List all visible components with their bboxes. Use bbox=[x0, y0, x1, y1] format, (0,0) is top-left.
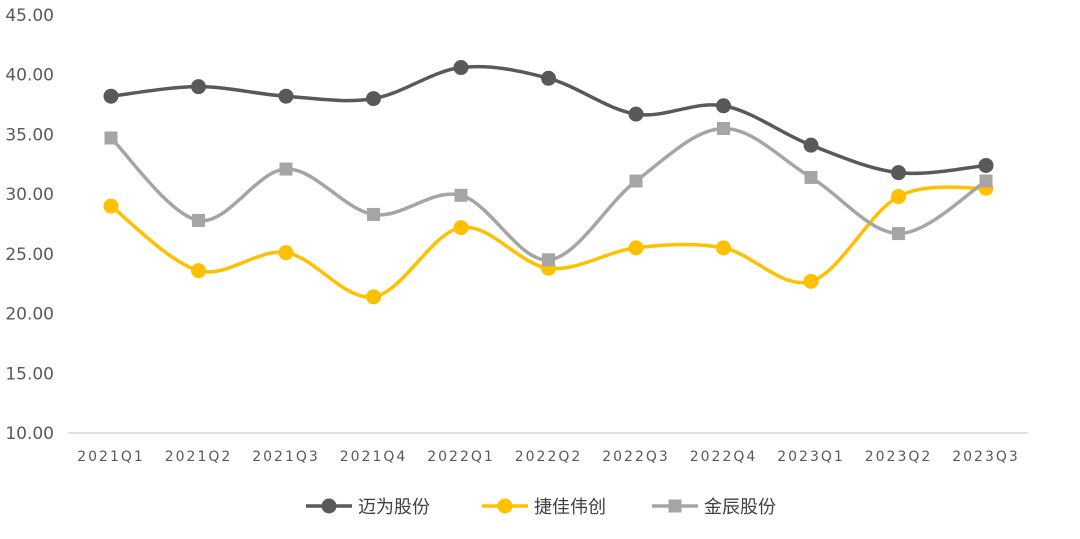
x-tick-label: 2021Q1 bbox=[77, 449, 145, 465]
data-point bbox=[804, 170, 818, 184]
data-point bbox=[717, 121, 730, 135]
data-point bbox=[891, 165, 906, 181]
y-tick-label: 25.00 bbox=[5, 245, 54, 265]
legend-marker bbox=[497, 498, 513, 514]
y-tick-label: 30.00 bbox=[5, 185, 54, 205]
data-point bbox=[453, 220, 469, 236]
x-tick-label: 2022Q2 bbox=[515, 449, 583, 465]
series-2 bbox=[104, 121, 993, 267]
legend-label: 捷佳伟创 bbox=[534, 497, 606, 518]
y-tick-label: 20.00 bbox=[5, 305, 54, 325]
y-tick-label: 35.00 bbox=[5, 125, 54, 145]
data-point bbox=[366, 91, 381, 107]
data-point bbox=[978, 157, 994, 173]
data-point bbox=[191, 263, 206, 279]
data-point bbox=[803, 137, 819, 153]
x-tick-label: 2023Q2 bbox=[865, 449, 933, 465]
x-tick-label: 2023Q1 bbox=[777, 449, 845, 465]
data-point bbox=[104, 131, 118, 145]
plot-area bbox=[103, 60, 994, 305]
data-point bbox=[628, 240, 644, 256]
x-tick-label: 2021Q4 bbox=[340, 449, 408, 465]
legend-item: 捷佳伟创 bbox=[482, 497, 606, 518]
data-point bbox=[629, 174, 643, 188]
data-point bbox=[542, 253, 555, 267]
legend: 迈为股份 捷佳伟创 金辰股份 bbox=[306, 497, 776, 518]
y-axis: 10.00 15.00 20.00 25.00 30.00 35.00 40.00 45.00 bbox=[5, 6, 54, 444]
data-point bbox=[191, 79, 206, 95]
x-axis: 2021Q1 2021Q2 2021Q3 2021Q4 2022Q1 2022Q2 2022… bbox=[68, 432, 1028, 465]
data-point bbox=[891, 189, 906, 205]
legend-label: 金辰股份 bbox=[704, 497, 776, 518]
series-1 bbox=[103, 180, 994, 305]
data-point bbox=[367, 207, 380, 221]
series-0 bbox=[103, 60, 994, 181]
data-point bbox=[278, 88, 294, 104]
x-tick-label: 2022Q4 bbox=[690, 449, 758, 465]
data-point bbox=[103, 198, 119, 214]
legend-label: 迈为股份 bbox=[358, 497, 430, 518]
legend-item: 金辰股份 bbox=[652, 497, 776, 518]
data-point bbox=[453, 60, 469, 76]
legend-marker bbox=[321, 498, 337, 514]
data-point bbox=[192, 213, 205, 227]
x-tick-label: 2022Q3 bbox=[602, 449, 670, 465]
x-tick-label: 2021Q2 bbox=[165, 449, 233, 465]
x-tick-label: 2022Q1 bbox=[427, 449, 495, 465]
legend-item: 迈为股份 bbox=[306, 497, 430, 518]
x-tick-label: 2021Q3 bbox=[252, 449, 320, 465]
series-line bbox=[109, 185, 988, 299]
y-tick-label: 10.00 bbox=[5, 424, 54, 444]
y-tick-label: 45.00 bbox=[5, 6, 54, 26]
data-point bbox=[803, 273, 819, 289]
data-point bbox=[716, 98, 731, 114]
data-point bbox=[454, 188, 468, 202]
x-tick-label: 2023Q3 bbox=[952, 449, 1020, 465]
data-point bbox=[892, 227, 905, 241]
data-point bbox=[278, 245, 294, 261]
legend-marker bbox=[668, 499, 682, 513]
data-point bbox=[103, 88, 119, 104]
data-point bbox=[541, 70, 556, 86]
data-point bbox=[366, 289, 381, 305]
data-point bbox=[628, 106, 644, 122]
data-point bbox=[279, 162, 293, 176]
data-point bbox=[716, 240, 731, 256]
y-tick-label: 15.00 bbox=[5, 364, 54, 384]
data-point bbox=[979, 174, 993, 188]
y-tick-label: 40.00 bbox=[5, 66, 54, 86]
